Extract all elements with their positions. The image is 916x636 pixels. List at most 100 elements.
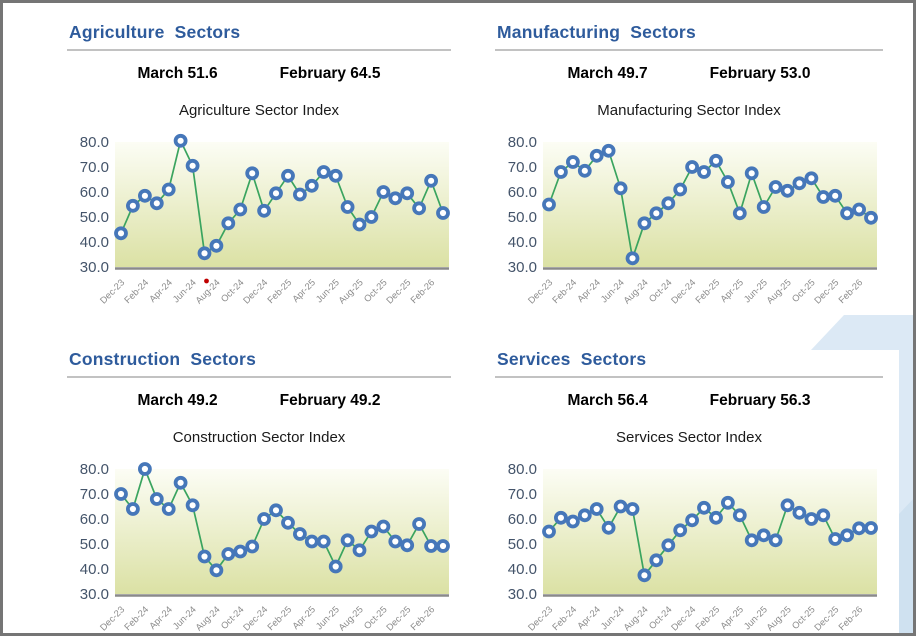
data-point-marker <box>720 175 735 189</box>
x-axis-tick: Feb-26 <box>409 604 437 632</box>
x-axis-tick: Jun-25 <box>314 604 341 631</box>
y-axis-tick: 80.0 <box>80 134 109 151</box>
data-point-marker <box>340 200 355 214</box>
y-axis-tick: 60.0 <box>508 184 537 201</box>
data-point-marker <box>436 206 450 220</box>
data-point-marker <box>233 544 248 559</box>
data-point-marker <box>756 528 771 543</box>
x-axis-tick: Dec-23 <box>98 277 126 305</box>
x-axis-tick: Jun-24 <box>171 277 198 304</box>
data-point-marker <box>292 187 307 202</box>
chart-title-manufacturing: Manufacturing Sector Index <box>597 102 781 119</box>
background-arrow-decoration <box>811 315 913 633</box>
x-axis-tick: Dec-24 <box>241 277 269 305</box>
data-point-marker <box>149 492 164 506</box>
data-point-marker <box>400 186 415 201</box>
data-point-marker <box>364 210 379 224</box>
plot-area <box>543 469 877 594</box>
chart-svg: 30.040.050.060.070.080.0Dec-23Feb-24Apr-… <box>80 461 450 633</box>
data-point-marker <box>542 197 556 212</box>
data-point-marker <box>864 210 878 225</box>
data-point-marker <box>566 514 580 529</box>
series-line <box>120 466 443 572</box>
y-axis-tick: 50.0 <box>508 209 537 226</box>
x-axis-tick: Jun-24 <box>599 604 626 631</box>
y-axis-tick: 80.0 <box>80 461 109 478</box>
data-point-marker <box>161 182 176 197</box>
plot-area <box>115 142 449 267</box>
y-axis-tick: 40.0 <box>508 234 537 251</box>
data-point-marker <box>852 202 867 217</box>
data-point-marker <box>709 510 723 525</box>
march-value: March 51.6 <box>137 65 218 82</box>
red-dot-annotation <box>204 278 209 284</box>
february-value: February 64.5 <box>279 65 381 82</box>
data-point-marker <box>697 165 711 179</box>
data-point-marker <box>649 553 664 568</box>
agriculture-line-chart: 30.0 40.0 50.0 60.0 70.0 80.0 Dec-23 Feb-24 Apr-… <box>67 133 451 313</box>
y-axis-tick: 80.0 <box>508 461 537 478</box>
data-point-marker <box>744 166 759 181</box>
data-point-marker <box>245 166 260 181</box>
data-point-marker <box>316 534 331 549</box>
x-axis-tick: Apr-25 <box>718 604 745 631</box>
x-axis-tick: Dec-24 <box>241 604 269 632</box>
data-point-marker <box>376 185 391 199</box>
x-axis-tick: Feb-25 <box>694 277 722 305</box>
y-axis-tick: 30.0 <box>80 259 109 276</box>
x-axis-tick: Feb-24 <box>550 277 578 305</box>
chart-title-agriculture: Agriculture Sector Index <box>178 102 340 119</box>
data-point-marker <box>436 539 450 553</box>
data-point-marker <box>697 500 711 515</box>
x-axis-tick: Feb-24 <box>550 604 578 632</box>
x-axis-tick: Apr-25 <box>718 277 745 304</box>
data-point-marker <box>685 160 700 174</box>
data-point-marker <box>661 538 676 553</box>
panel-title-manufacturing: Manufacturing Sectors <box>495 20 883 51</box>
data-point-marker <box>637 568 652 583</box>
latest-values-manufacturing: March 49.7 February 53.0 <box>495 65 883 83</box>
data-point-marker <box>424 539 439 553</box>
data-point-marker <box>173 475 188 490</box>
data-point-marker <box>804 171 819 186</box>
data-point-marker <box>601 143 616 158</box>
x-axis-tick: Dec-23 <box>98 604 126 632</box>
data-point-marker <box>257 512 272 526</box>
latest-values-construction: March 49.2 February 49.2 <box>67 392 451 410</box>
data-point-marker <box>352 217 367 232</box>
march-value: March 49.2 <box>137 392 218 409</box>
plot-area <box>115 469 449 594</box>
data-point-marker <box>304 178 319 193</box>
data-point-marker <box>388 191 403 206</box>
data-point-marker <box>780 183 795 198</box>
latest-values-agriculture: March 51.6 February 64.5 <box>67 65 451 83</box>
x-axis-tick: Aug-25 <box>337 604 365 632</box>
data-point-marker <box>233 202 248 217</box>
data-point-marker <box>792 505 807 520</box>
data-point-marker <box>554 165 568 179</box>
data-point-marker <box>780 498 795 513</box>
data-point-marker <box>828 188 843 203</box>
x-axis-tick: Dec-23 <box>526 604 554 632</box>
data-point-marker <box>673 182 688 197</box>
y-axis-tick: 30.0 <box>508 586 537 603</box>
y-axis-tick: 50.0 <box>80 209 109 226</box>
data-point-marker <box>138 462 152 476</box>
x-axis-tick: Aug-25 <box>765 604 793 632</box>
data-point-marker <box>185 498 200 513</box>
data-point-marker <box>589 502 604 516</box>
y-axis-tick: 60.0 <box>80 511 109 528</box>
x-axis-tick: Feb-26 <box>837 604 865 632</box>
data-point-marker <box>221 547 236 561</box>
x-axis-tick: Dec-25 <box>384 604 412 632</box>
data-point-marker <box>816 190 831 204</box>
data-point-marker <box>388 534 403 549</box>
data-point-marker <box>542 524 556 539</box>
data-point-marker <box>661 196 676 211</box>
panel-manufacturing: Manufacturing Sectors March 49.7 Februar… <box>495 20 883 313</box>
y-axis-tick: 50.0 <box>508 536 537 553</box>
x-axis-tick: Dec-24 <box>669 604 697 632</box>
x-axis-tick: Aug-24 <box>622 604 650 632</box>
data-point-marker <box>364 524 379 539</box>
